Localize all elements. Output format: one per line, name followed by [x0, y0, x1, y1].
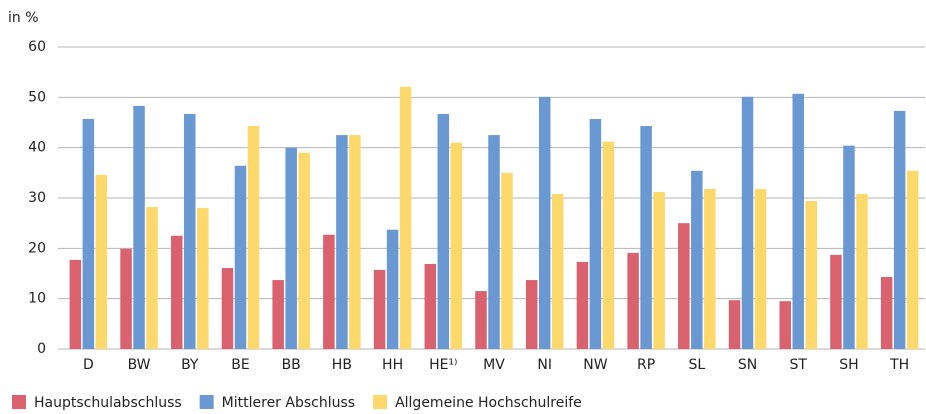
bar	[627, 252, 639, 349]
x-tick-label: HH	[382, 357, 403, 373]
x-tick-label: ST	[790, 357, 808, 373]
bar	[234, 165, 247, 349]
bar	[82, 118, 95, 349]
bar	[437, 113, 450, 350]
x-tick-label: BY	[181, 357, 199, 373]
x-tick-label: HB	[332, 357, 352, 373]
bar	[653, 191, 665, 349]
bar	[285, 147, 297, 349]
bar	[779, 301, 791, 349]
bar	[843, 145, 855, 349]
bar	[475, 291, 487, 349]
bar	[184, 113, 196, 350]
bar	[830, 254, 842, 349]
bar	[906, 170, 919, 349]
bar	[691, 170, 703, 349]
bar	[501, 172, 513, 349]
x-tick-label: MV	[483, 357, 505, 373]
bar	[589, 118, 602, 349]
bar	[551, 193, 564, 349]
bar	[171, 235, 183, 349]
bar	[792, 93, 804, 349]
x-tick-label: NW	[583, 357, 607, 373]
bar	[247, 126, 260, 349]
bar	[538, 96, 551, 349]
x-tick-label: TH	[889, 357, 909, 373]
bar	[298, 152, 310, 349]
bar	[576, 261, 589, 349]
bar	[704, 188, 716, 349]
bar	[349, 135, 361, 349]
bar	[856, 193, 868, 349]
y-tick-label: 30	[28, 190, 46, 206]
bar	[323, 234, 335, 349]
legend-label: Hauptschulabschluss	[34, 395, 182, 411]
y-tick-label: 0	[37, 341, 46, 357]
bar	[197, 208, 209, 349]
bar	[640, 126, 652, 349]
bar	[741, 96, 754, 349]
legend-swatch	[199, 395, 214, 409]
y-tick-label: 20	[28, 240, 46, 256]
bar	[893, 110, 906, 349]
bar	[336, 135, 348, 349]
bar	[488, 135, 500, 349]
bar	[880, 277, 893, 349]
bar	[399, 86, 412, 349]
legend-label: Allgemeine Hochschulreife	[395, 395, 582, 411]
x-tick-label: BE	[231, 357, 249, 373]
y-tick-label: 50	[28, 89, 46, 105]
bar	[373, 269, 386, 349]
x-tick-label: D	[83, 357, 94, 373]
bar	[120, 248, 132, 349]
y-tick-label: 10	[28, 291, 46, 307]
legend-swatch	[12, 395, 26, 409]
bar	[602, 141, 615, 349]
y-tick-label: 60	[28, 39, 46, 55]
x-tick-label: BW	[128, 357, 151, 373]
bar	[95, 174, 108, 349]
x-tick-label: HE¹⁾	[429, 357, 457, 373]
bar	[728, 300, 741, 349]
x-tick-label: BB	[282, 357, 301, 373]
legend-label: Mittlerer Abschluss	[222, 395, 355, 411]
x-tick-label: SN	[738, 357, 757, 373]
bar	[450, 142, 463, 349]
bar	[69, 259, 82, 349]
x-tick-label: NI	[537, 357, 552, 373]
bar	[525, 280, 538, 349]
y-tick-label: 40	[28, 140, 46, 156]
bar	[678, 223, 690, 349]
x-tick-label: SH	[839, 357, 858, 373]
bar	[146, 207, 158, 349]
bar	[805, 201, 817, 349]
x-tick-label: SL	[688, 357, 705, 373]
bar	[133, 105, 145, 349]
y-axis-label: in %	[8, 10, 39, 26]
x-tick-label: RP	[637, 357, 655, 373]
bar	[754, 188, 767, 349]
bar	[221, 267, 234, 349]
bar	[272, 280, 284, 349]
bar	[424, 263, 437, 349]
legend-swatch	[373, 395, 388, 409]
bar	[386, 229, 399, 349]
